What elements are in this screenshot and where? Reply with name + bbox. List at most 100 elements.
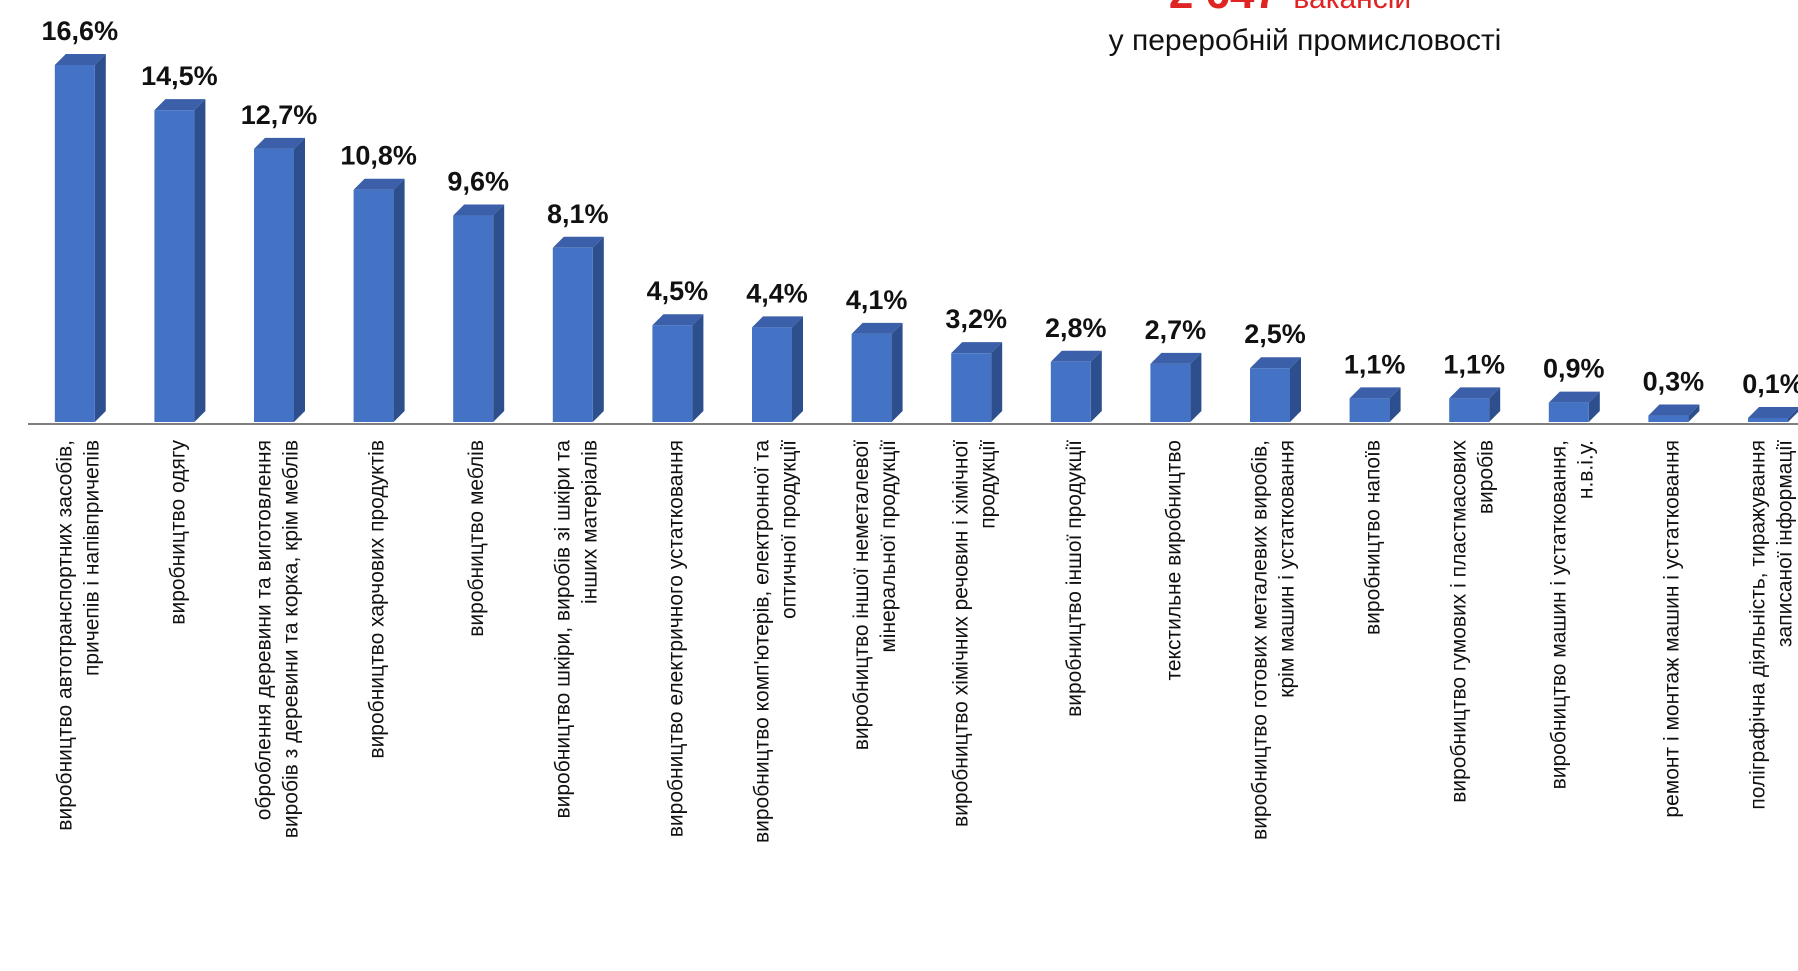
bar <box>1050 350 1102 422</box>
bar-front <box>1548 402 1589 422</box>
bar-front <box>752 327 792 422</box>
bar <box>254 137 305 423</box>
bar-top <box>1250 357 1301 369</box>
bar <box>453 204 505 422</box>
vacancy-unit: вакансій <box>1293 0 1411 15</box>
data-label: 4,1% <box>846 285 908 315</box>
category-label: виробництво напоїв <box>1362 440 1385 635</box>
category-label-line: крім машин і устатковання <box>1276 440 1299 698</box>
category-label-line: виробництво шкіри, виробів зі шкіри та <box>551 440 574 819</box>
data-label: 9,6% <box>447 167 509 197</box>
bar-front <box>951 353 992 422</box>
category-label-line: виробництво іншої продукції <box>1063 440 1086 717</box>
category-label-line: виробництво готових металевих виробів, <box>1249 440 1272 840</box>
data-label: 4,5% <box>647 276 709 306</box>
category-label-line: виробництво гумових і пластмасових <box>1448 440 1471 803</box>
chart-header: 2 647 вакансій у переробній промисловост… <box>1109 0 1502 57</box>
bar-side <box>692 314 704 422</box>
category-label-line: оброблення деревини та виготовлення <box>253 440 276 820</box>
bar <box>1449 387 1501 422</box>
category-label: текстильне виробництво <box>1162 440 1185 681</box>
bar-side <box>592 236 604 422</box>
data-label: 2,8% <box>1045 313 1107 343</box>
category-label: виробництво автотранспортних засобів, при… <box>53 440 103 831</box>
data-label: 2,7% <box>1145 315 1207 345</box>
category-label-line: текстильне виробництво <box>1162 440 1185 681</box>
bar-side <box>891 322 903 422</box>
category-label: виробництво комп'ютерів, електронної та о… <box>751 440 801 843</box>
bar-front <box>1648 415 1689 422</box>
data-label: 14,5% <box>141 61 218 91</box>
category-label: виробництво хімічних речовин і хімічної п… <box>950 440 1000 827</box>
category-label-line: причепів і напівпричепів <box>80 440 103 676</box>
bar-front <box>453 215 494 422</box>
bar-top <box>254 137 305 149</box>
data-label: 0,9% <box>1543 354 1605 384</box>
bar-side <box>1489 387 1501 422</box>
bar <box>54 54 106 422</box>
data-label: 1,1% <box>1443 349 1505 379</box>
category-label-line: виробництво машин і устатковання, <box>1547 440 1570 789</box>
category-label-line: виробництво напоїв <box>1362 440 1385 635</box>
bar <box>951 342 1003 422</box>
bar-front <box>254 148 294 423</box>
category-label-line: мінеральної продукції <box>877 440 900 653</box>
bar <box>1150 352 1202 422</box>
bar <box>652 314 704 422</box>
bar <box>1250 357 1301 422</box>
bar <box>552 236 604 422</box>
category-label-line: виробництво харчових продуктів <box>366 440 389 759</box>
category-label-line: виробів з деревини та корка, крім меблів <box>280 440 303 838</box>
bar-side <box>1788 408 1798 422</box>
category-label: виробництво готових металевих виробів, кр… <box>1249 440 1299 840</box>
bar-side <box>1688 404 1700 422</box>
category-label-line: поліграфічна діяльність, тиражування <box>1747 440 1770 810</box>
bar-top <box>54 54 106 65</box>
bar-front <box>652 325 693 422</box>
data-label: 12,7% <box>241 100 318 130</box>
category-label: ремонт і монтаж машин і устатковання <box>1660 440 1683 818</box>
bar <box>353 178 405 422</box>
bar-front <box>851 333 892 422</box>
bar <box>1349 387 1401 422</box>
bar-top <box>652 314 704 326</box>
data-label: 0,3% <box>1643 367 1705 397</box>
bar-side <box>1190 352 1202 422</box>
bar-side <box>792 316 803 422</box>
bar <box>851 322 903 422</box>
category-label: виробництво іншої продукції <box>1063 440 1086 717</box>
category-label: оброблення деревини та виготовлення вироб… <box>253 440 303 838</box>
category-label: виробництво гумових і пластмасових виробі… <box>1448 440 1498 803</box>
category-label-line: продукції <box>977 440 1000 529</box>
data-label: 2,5% <box>1244 319 1306 349</box>
category-label: виробництво іншої неметалевої мінеральної… <box>850 440 900 750</box>
bar-side <box>991 342 1003 422</box>
category-label-line: н.в.і.у. <box>1574 440 1597 499</box>
data-label: 3,2% <box>945 304 1007 334</box>
category-label: поліграфічна діяльність, тиражування запи… <box>1747 440 1797 810</box>
category-label: виробництво меблів <box>465 440 488 637</box>
category-label-line: виробництво іншої неметалевої <box>850 440 873 750</box>
data-label: 8,1% <box>547 199 609 229</box>
category-label: виробництво харчових продуктів <box>366 440 389 759</box>
bar-side <box>1588 391 1600 422</box>
bar-front <box>54 65 95 422</box>
bar-top <box>951 342 1003 354</box>
bar-top <box>1748 407 1798 418</box>
bar-top <box>154 99 206 111</box>
bar-side <box>294 137 305 423</box>
bar-top <box>752 316 803 328</box>
data-label: 10,8% <box>340 141 417 171</box>
data-label: 16,6% <box>42 16 119 46</box>
bar-top <box>1548 391 1600 403</box>
category-label: виробництво шкіри, виробів зі шкіри та ін… <box>551 440 601 819</box>
category-label: виробництво одягу <box>166 440 189 625</box>
bar <box>752 316 803 422</box>
category-labels-group: виробництво автотранспортних засобів, при… <box>53 440 1796 844</box>
bar <box>1748 407 1798 422</box>
bar-top <box>353 178 405 190</box>
bar-top <box>1349 387 1401 399</box>
category-label: виробництво електричного устатковання <box>664 440 687 837</box>
bar-front <box>1050 361 1091 422</box>
